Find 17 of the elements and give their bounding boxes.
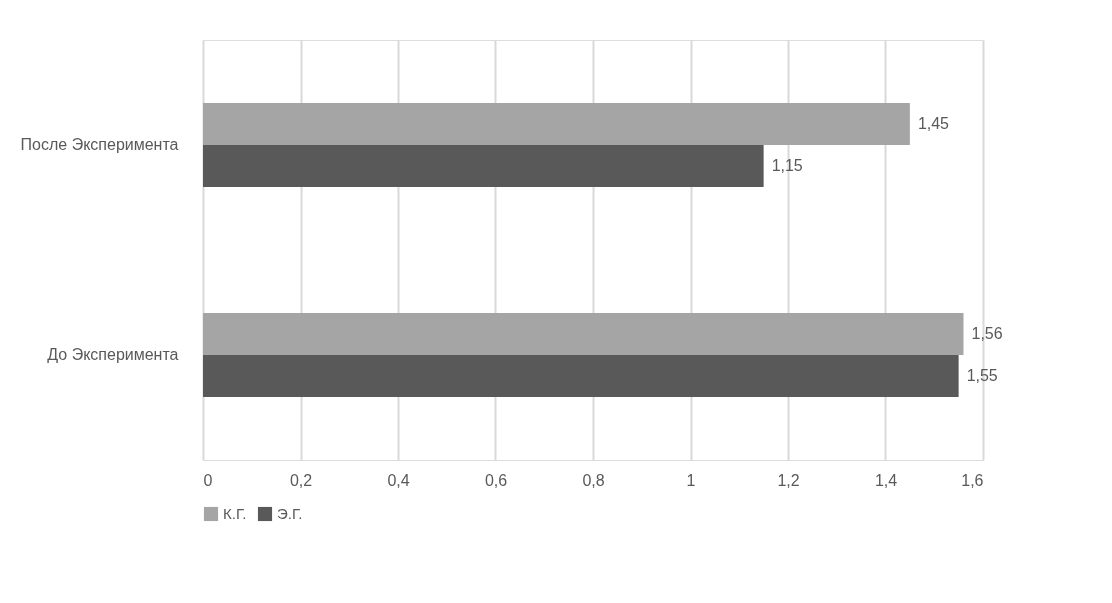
x-tick-label: 0,8 — [582, 471, 605, 489]
x-tick-label: 1,6 — [961, 471, 984, 489]
data-label: 1,45 — [917, 115, 950, 132]
x-tick-label: 0,4 — [387, 471, 410, 489]
legend-label: К.Г. — [223, 505, 247, 522]
data-label: 1,56 — [971, 325, 1003, 342]
data-label: 1,55 — [966, 367, 998, 384]
x-tick-label: 0,2 — [289, 471, 313, 489]
legend-label: Э.Г. — [277, 505, 303, 522]
x-tick-label: 1,4 — [874, 471, 898, 489]
y-tick-label: До Эксперимента — [47, 346, 179, 363]
x-tick-label: 0,6 — [484, 471, 508, 489]
y-tick-label: После Эксперимента — [20, 136, 179, 153]
x-tick-label: 1 — [686, 471, 696, 489]
x-tick-label: 1,2 — [777, 471, 800, 489]
x-tick-label: 0 — [203, 471, 213, 489]
data-label: 1,15 — [771, 157, 803, 174]
